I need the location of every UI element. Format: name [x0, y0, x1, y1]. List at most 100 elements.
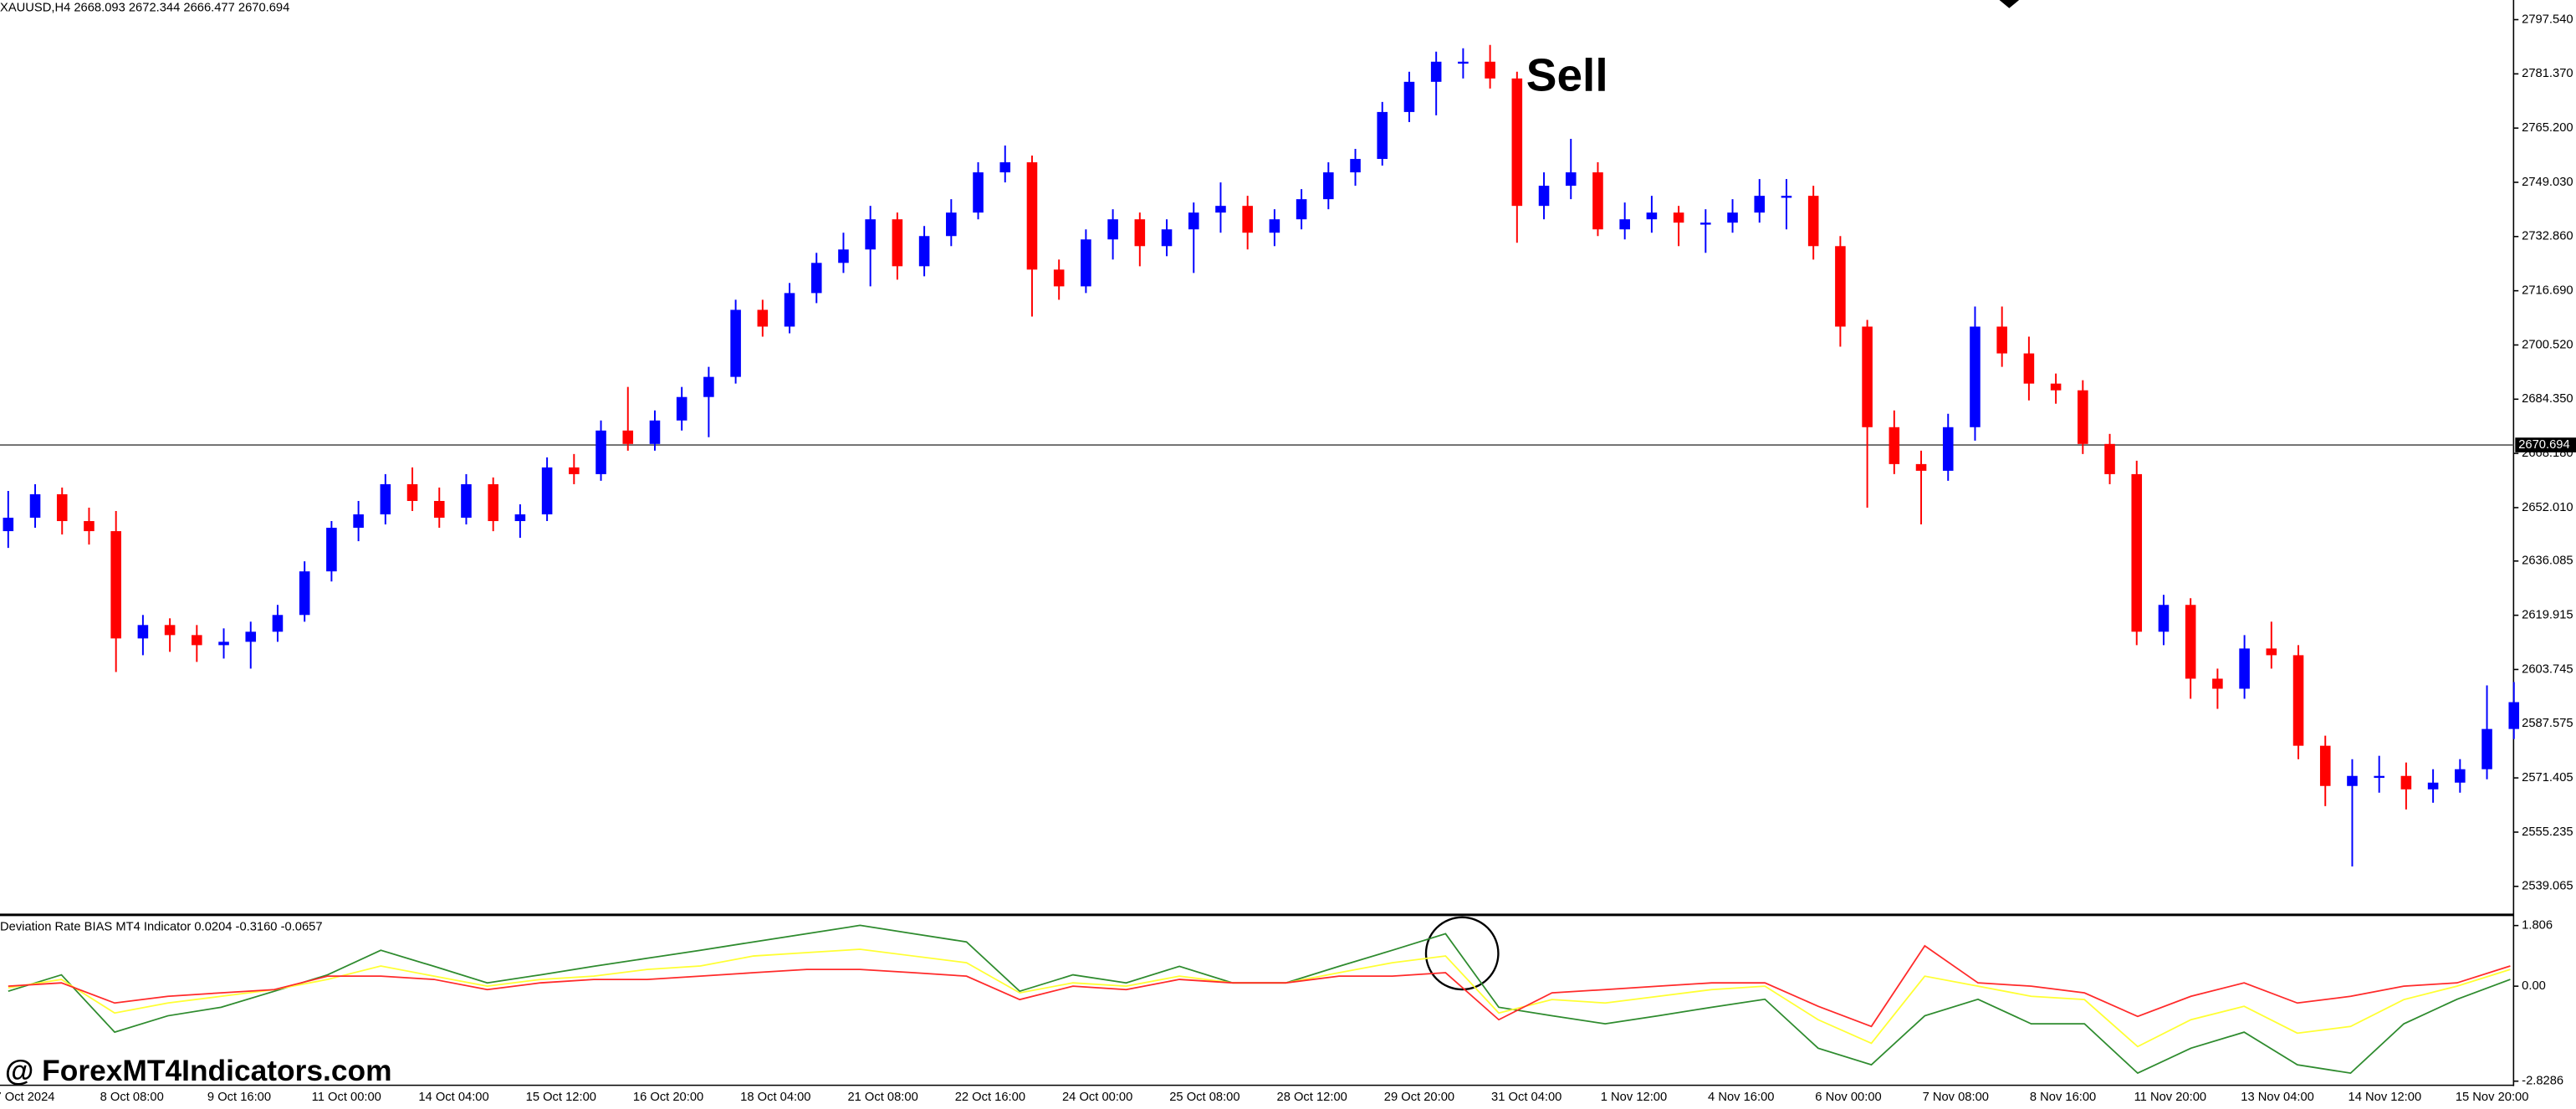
candle-body: [488, 483, 498, 522]
candle-body: [1673, 212, 1684, 223]
candle-body: [380, 483, 391, 515]
candle-body: [1700, 222, 1711, 225]
candle-body: [2427, 782, 2439, 790]
x-tick-label: 31 Oct 04:00: [1491, 1091, 1561, 1104]
candle-body: [1350, 159, 1361, 173]
candle-body: [1134, 219, 1146, 247]
candle-body: [245, 631, 257, 642]
candle-body: [703, 376, 714, 397]
candle-body: [1646, 212, 1658, 220]
indicator-y-tick-label: 0.00: [2522, 979, 2546, 993]
candle-body: [2400, 775, 2412, 790]
x-tick-label: 15 Oct 12:00: [526, 1091, 596, 1104]
candle-body: [649, 420, 661, 444]
candle-body: [2374, 775, 2384, 779]
y-tick-label: 2749.030: [2522, 176, 2573, 189]
y-tick-label: 2587.575: [2522, 717, 2573, 730]
candle-body: [1377, 111, 1388, 160]
candle-body: [784, 293, 795, 327]
candle-body: [2158, 605, 2170, 632]
candle-body: [1458, 61, 1469, 64]
x-tick-label: 6 Nov 00:00: [1815, 1091, 1881, 1104]
candle-body: [2455, 769, 2466, 783]
candle-body: [1565, 172, 1577, 187]
candle-body: [918, 236, 930, 267]
x-tick-label: 7 Nov 08:00: [1923, 1091, 1989, 1104]
candle-body: [569, 467, 580, 474]
candle-body: [406, 483, 418, 501]
candle-body: [2266, 648, 2277, 656]
candle-body: [1970, 326, 1981, 427]
candle-body: [622, 430, 634, 444]
candle-body: [865, 219, 876, 250]
candle-body: [2319, 745, 2331, 786]
candle-body: [676, 396, 687, 421]
y-tick-label: 2539.065: [2522, 880, 2573, 893]
candle-body: [1269, 219, 1280, 233]
y-tick-label: 2619.915: [2522, 609, 2573, 622]
candle-body: [2292, 655, 2304, 746]
candle-body: [2212, 678, 2223, 689]
candle-body: [1296, 199, 1307, 220]
candle-body: [1781, 196, 1792, 198]
x-tick-label: 28 Oct 12:00: [1277, 1091, 1347, 1104]
candle-body: [137, 625, 149, 639]
x-tick-label: 11 Nov 20:00: [2134, 1091, 2206, 1104]
candle-body: [1081, 239, 1091, 287]
candle-body: [2347, 775, 2358, 786]
x-tick-label: 1 Nov 12:00: [1601, 1091, 1667, 1104]
y-tick-label: 2797.540: [2522, 13, 2573, 26]
candle-body: [1026, 162, 1038, 270]
y-tick-label: 2700.520: [2522, 338, 2573, 351]
candle-body: [1485, 61, 1495, 79]
candle-body: [1215, 206, 1226, 213]
x-tick-label: 4 Nov 16:00: [1708, 1091, 1774, 1104]
marker: [1999, 0, 2020, 8]
candle-body: [29, 493, 41, 519]
candle-body: [1996, 326, 2007, 354]
candle-body: [2023, 353, 2035, 384]
candle-body: [1053, 269, 1065, 287]
candle-body: [1242, 206, 1253, 233]
x-tick-label: 14 Nov 12:00: [2349, 1091, 2422, 1104]
candle-body: [56, 493, 68, 522]
y-tick-label: 2571.405: [2522, 771, 2573, 784]
x-tick-label: 7 Oct 2024: [0, 1091, 54, 1104]
y-tick-label: 2652.010: [2522, 501, 2573, 514]
candle-body: [730, 309, 741, 377]
candle-body: [2239, 648, 2250, 689]
candle-body: [1807, 196, 1819, 247]
candle-body: [326, 528, 337, 572]
y-tick-label: 2684.350: [2522, 392, 2573, 406]
candle-body: [1592, 172, 1603, 230]
candle-body: [461, 483, 472, 519]
candle-body: [757, 309, 769, 327]
x-tick-label: 21 Oct 08:00: [847, 1091, 917, 1104]
y-tick-label: 2765.200: [2522, 121, 2573, 135]
candle-body: [3, 518, 14, 532]
candle-body: [1430, 61, 1442, 82]
candle-body: [1188, 212, 1199, 230]
x-tick-label: 24 Oct 00:00: [1062, 1091, 1132, 1104]
x-tick-label: 14 Oct 04:00: [418, 1091, 488, 1104]
current-price-box: [2515, 437, 2576, 452]
candle-body: [192, 635, 202, 646]
candle-body: [838, 249, 849, 263]
candle-body: [1942, 427, 1954, 471]
candle-body: [1619, 219, 1630, 230]
candle-body: [2508, 702, 2520, 729]
x-tick-label: 11 Oct 00:00: [312, 1091, 381, 1104]
x-tick-label: 16 Oct 20:00: [633, 1091, 703, 1104]
candle-body: [433, 500, 445, 519]
candle-body: [1889, 427, 1900, 464]
candle-body: [1403, 81, 1415, 112]
candle-body: [999, 162, 1011, 173]
indicator-title: Deviation Rate BIAS MT4 Indicator 0.0204…: [0, 920, 323, 933]
candle-body: [218, 641, 229, 646]
x-tick-label: 22 Oct 16:00: [955, 1091, 1025, 1104]
x-tick-label: 25 Oct 08:00: [1169, 1091, 1239, 1104]
candle-body: [1538, 186, 1550, 207]
candle-body: [1862, 326, 1873, 427]
candle-body: [1915, 463, 1927, 471]
